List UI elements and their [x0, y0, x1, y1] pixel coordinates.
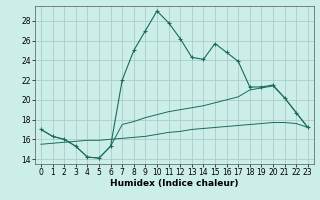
X-axis label: Humidex (Indice chaleur): Humidex (Indice chaleur) [110, 179, 239, 188]
